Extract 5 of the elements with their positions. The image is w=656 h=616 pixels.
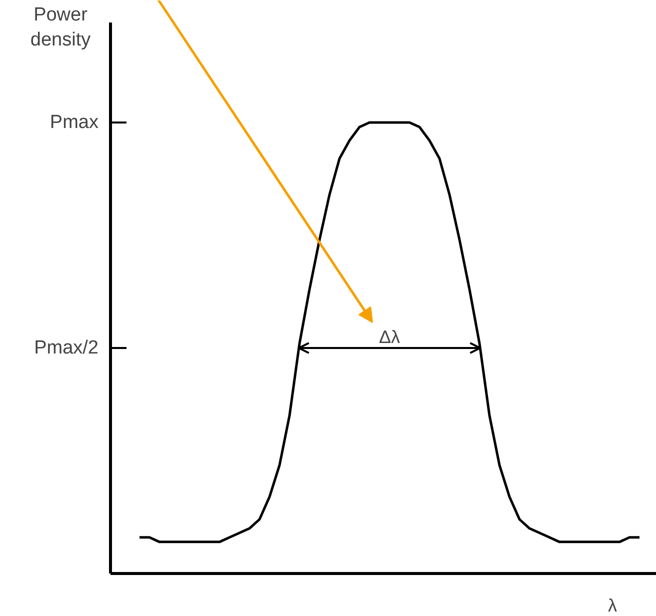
y-axis-title: Power density [30, 4, 92, 51]
annotation: Δλ [378, 327, 400, 347]
text: Pmax [50, 112, 99, 133]
x-axis-title: λ [608, 596, 617, 616]
text: Pmax/2 [34, 338, 99, 358]
